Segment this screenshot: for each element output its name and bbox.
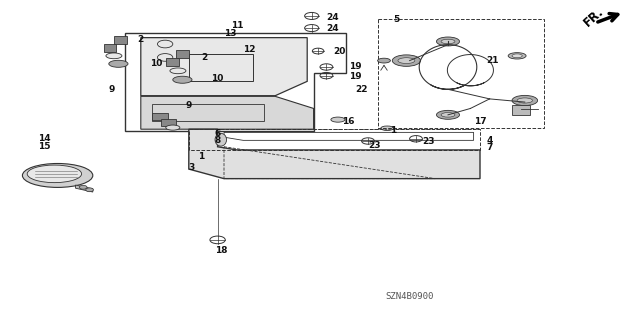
Text: 10: 10 [211,74,223,83]
Text: 9: 9 [109,85,115,94]
Bar [114,36,127,44]
Ellipse shape [378,58,390,63]
Text: 17: 17 [474,117,486,126]
Polygon shape [76,185,93,192]
Ellipse shape [508,53,526,59]
Text: 20: 20 [333,47,345,56]
Text: 11: 11 [230,21,243,30]
Ellipse shape [441,113,455,117]
Text: 23: 23 [368,141,381,150]
Text: 19: 19 [349,72,362,81]
Bar [104,44,116,52]
Text: 3: 3 [189,163,195,172]
Ellipse shape [517,98,532,103]
Circle shape [79,185,87,189]
Ellipse shape [28,165,82,182]
Ellipse shape [436,37,460,46]
Ellipse shape [166,125,180,130]
Ellipse shape [436,110,460,119]
Bar [152,113,168,120]
Text: 1: 1 [390,126,397,135]
Text: 9: 9 [186,101,192,110]
Text: 15: 15 [38,142,51,151]
Text: 1: 1 [198,152,205,161]
Ellipse shape [173,76,192,83]
Text: 10: 10 [150,59,163,68]
Text: 8: 8 [214,137,221,145]
Text: FR.: FR. [581,4,607,29]
Ellipse shape [215,133,227,146]
Ellipse shape [170,68,186,74]
Bar [189,54,253,81]
Text: 5: 5 [394,15,400,24]
Ellipse shape [381,126,394,130]
Polygon shape [141,96,314,129]
Ellipse shape [109,60,128,67]
Bar [166,58,179,66]
Text: 6: 6 [214,130,221,138]
Text: 4: 4 [486,136,493,145]
Ellipse shape [512,95,538,106]
Text: 13: 13 [224,29,237,38]
Ellipse shape [512,54,522,58]
Text: 24: 24 [326,24,339,33]
Ellipse shape [106,53,122,59]
Bar [152,104,264,121]
Ellipse shape [441,39,455,44]
Text: SZN4B0900: SZN4B0900 [385,292,434,301]
Ellipse shape [331,117,345,122]
Text: 22: 22 [355,85,368,94]
Bar [512,105,530,115]
Text: 2: 2 [138,35,144,44]
Text: 21: 21 [486,56,499,65]
Text: 2: 2 [202,53,208,62]
Ellipse shape [398,58,415,63]
Bar [161,119,176,126]
Polygon shape [189,129,480,179]
Ellipse shape [392,55,420,66]
Bar [176,50,189,58]
Text: 12: 12 [243,45,256,54]
Polygon shape [141,38,307,96]
Circle shape [86,188,93,192]
Text: 18: 18 [214,246,227,255]
Text: 16: 16 [342,117,355,126]
Ellipse shape [22,163,93,188]
Text: 24: 24 [326,13,339,22]
Text: 7: 7 [486,143,493,152]
Text: 23: 23 [422,137,435,146]
Text: 14: 14 [38,134,51,143]
Text: 19: 19 [349,63,362,71]
